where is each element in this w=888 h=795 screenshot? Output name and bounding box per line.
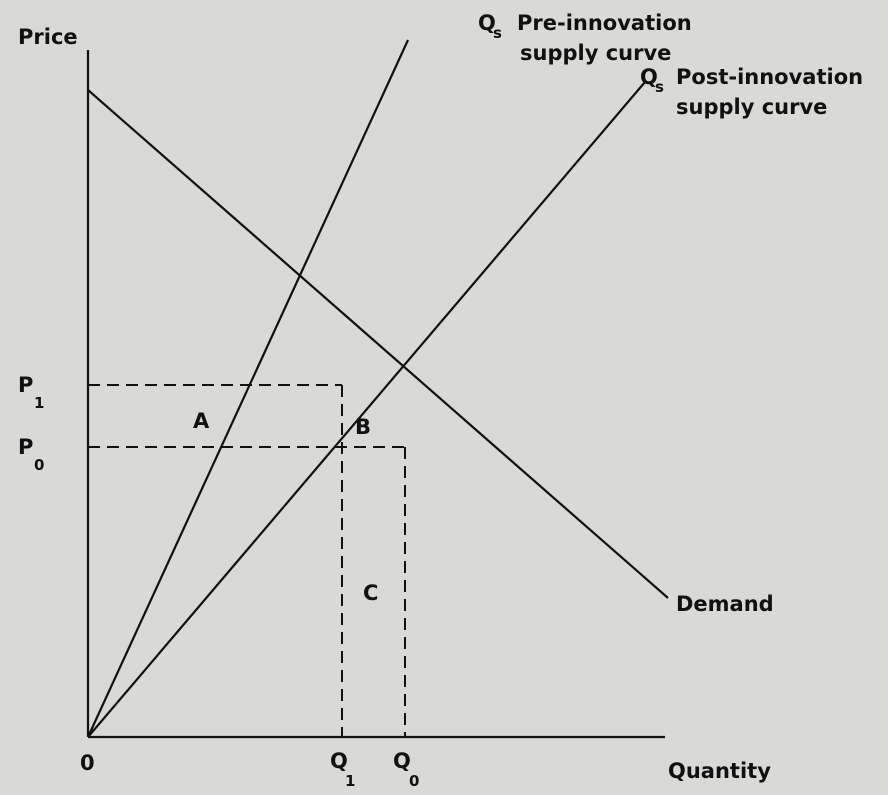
x-axis-label: Quantity xyxy=(668,759,771,783)
demand-curve xyxy=(87,89,669,599)
price-subscript: 0 xyxy=(34,456,44,474)
area-label: A xyxy=(193,409,210,433)
area-label: B xyxy=(355,415,371,439)
pre-supply-subscript: s xyxy=(493,24,502,42)
pre-supply-label: supply curve xyxy=(520,41,671,65)
pre-supply-curve xyxy=(87,39,409,738)
post-supply-curve xyxy=(87,81,646,738)
post-supply-label: supply curve xyxy=(676,95,827,119)
quantity-label: Q xyxy=(330,749,348,773)
price-label: P xyxy=(18,373,33,397)
area-label: C xyxy=(363,581,378,605)
demand-label: Demand xyxy=(676,592,774,616)
quantity-subscript: 0 xyxy=(409,772,419,790)
post-supply-label: Post-innovation xyxy=(676,65,863,89)
price-label: P xyxy=(18,435,33,459)
quantity-subscript: 1 xyxy=(345,772,355,790)
origin-label: 0 xyxy=(80,751,95,775)
post-supply-symbol: Q xyxy=(640,65,658,89)
pre-supply-symbol: Q xyxy=(478,11,496,35)
pre-supply-label: Pre-innovation xyxy=(517,11,692,35)
price-subscript: 1 xyxy=(34,394,44,412)
quantity-label: Q xyxy=(393,749,411,773)
post-supply-subscript: s xyxy=(655,78,664,96)
y-axis-label: Price xyxy=(18,25,78,49)
